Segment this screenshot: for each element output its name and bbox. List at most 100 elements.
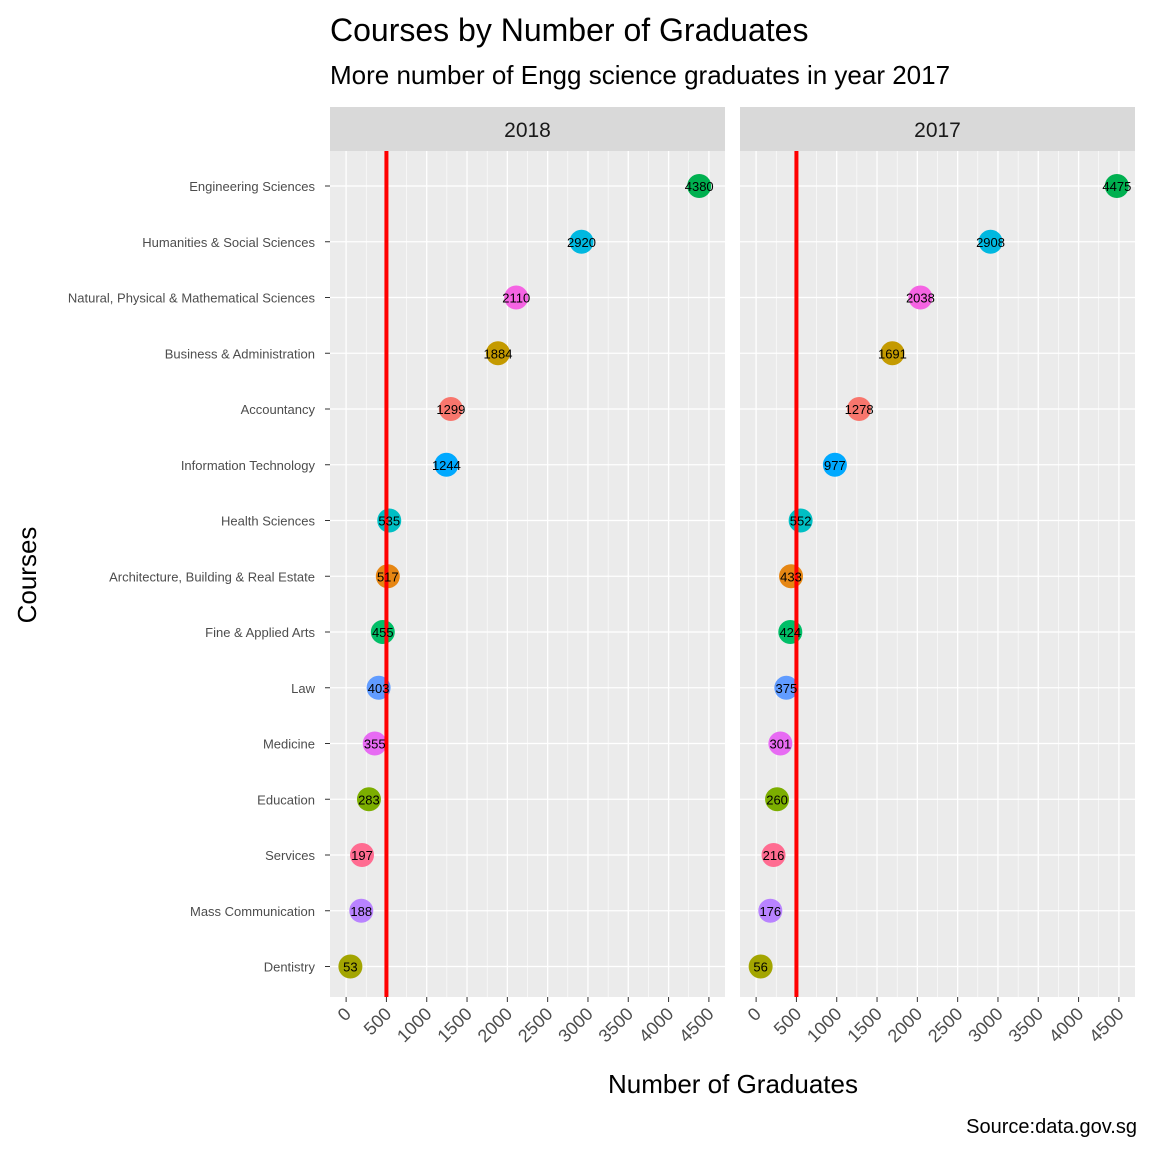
data-label: 260 <box>766 792 788 807</box>
facet-panels: 2018 4380 2920 2110 1884 1299 1244 535 517 455 403… <box>330 107 1135 997</box>
data-point <box>485 341 510 366</box>
data-point <box>504 285 529 310</box>
y-tick-label: Mass Communication <box>190 904 315 919</box>
data-label: 977 <box>824 458 846 473</box>
x-tick-label: 4500 <box>1085 1004 1127 1046</box>
y-axis-ticks: Engineering Sciences Humanities & Social … <box>68 179 330 975</box>
data-point <box>758 898 783 923</box>
data-point <box>765 787 790 812</box>
x-tick-label: 1000 <box>393 1004 435 1046</box>
data-label: 552 <box>790 514 812 529</box>
y-tick-label: Architecture, Building & Real Estate <box>109 569 315 584</box>
x-tick-label: 1500 <box>843 1004 885 1046</box>
data-point <box>908 285 933 310</box>
y-tick-label: Engineering Sciences <box>189 179 315 194</box>
data-point <box>761 843 786 867</box>
y-tick-label: Business & Administration <box>165 346 315 361</box>
data-point <box>338 954 363 979</box>
y-tick-label: Dentistry <box>264 960 316 975</box>
y-tick-label: Natural, Physical & Mathematical Science… <box>68 291 316 306</box>
chart-caption: Source:data.gov.sg <box>966 1116 1137 1138</box>
panel-2017: 2017 4475 2908 2038 1691 1278 977 552 433 424 375 3… <box>740 107 1135 997</box>
x-tick-label: 4500 <box>675 1004 717 1046</box>
chart-title: Courses by Number of Graduates <box>330 12 808 48</box>
data-label: 197 <box>351 848 373 863</box>
data-label: 2908 <box>976 235 1005 250</box>
data-label: 53 <box>343 960 357 975</box>
data-point <box>774 675 799 700</box>
data-label: 176 <box>759 904 781 919</box>
data-label: 517 <box>377 569 399 584</box>
data-label: 56 <box>753 960 767 975</box>
data-label: 1278 <box>845 402 874 417</box>
data-label: 2038 <box>906 291 935 306</box>
x-tick-label: 2500 <box>924 1004 966 1046</box>
data-point <box>687 174 712 198</box>
y-tick-label: Services <box>265 848 315 863</box>
x-tick-label: 0 <box>334 1004 355 1025</box>
data-point <box>768 731 793 756</box>
data-point <box>1104 174 1129 198</box>
data-point <box>370 620 395 644</box>
y-tick-label: Health Sciences <box>221 514 315 529</box>
data-label: 375 <box>776 681 798 696</box>
data-point <box>880 341 905 366</box>
data-point <box>350 843 375 867</box>
data-point <box>434 452 459 477</box>
data-label: 535 <box>378 514 400 529</box>
data-label: 355 <box>364 737 386 752</box>
data-point <box>847 397 872 421</box>
x-tick-label: 4000 <box>635 1004 677 1046</box>
y-tick-label: Accountancy <box>241 402 316 417</box>
data-label: 424 <box>779 625 801 640</box>
x-tick-label: 3000 <box>964 1004 1006 1046</box>
x-tick-label: 1500 <box>433 1004 475 1046</box>
data-label: 4380 <box>685 179 714 194</box>
panel-2018: 2018 4380 2920 2110 1884 1299 1244 535 517 455 403… <box>330 107 725 997</box>
x-tick-label: 3500 <box>1005 1004 1047 1046</box>
data-label: 1244 <box>432 458 461 473</box>
data-label: 455 <box>372 625 394 640</box>
x-tick-label: 2000 <box>474 1004 516 1046</box>
data-label: 216 <box>763 848 785 863</box>
data-label: 283 <box>358 792 380 807</box>
x-tick-label: 1000 <box>803 1004 845 1046</box>
facet-strip-label: 2017 <box>914 119 961 142</box>
facet-strip <box>330 107 725 151</box>
data-point <box>569 229 594 254</box>
x-tick-label: 3000 <box>554 1004 596 1046</box>
data-label: 4475 <box>1102 179 1131 194</box>
facet-strip <box>740 107 1135 151</box>
data-label: 403 <box>368 681 390 696</box>
data-point <box>362 731 387 756</box>
data-point <box>349 898 374 923</box>
chart-subtitle: More number of Engg science graduates in… <box>330 60 950 90</box>
data-point <box>377 508 402 533</box>
y-axis-title: Courses <box>12 527 42 624</box>
x-tick-label: 2500 <box>514 1004 556 1046</box>
y-tick-label: Humanities & Social Sciences <box>142 235 315 250</box>
data-point <box>748 954 773 979</box>
data-label: 188 <box>350 904 372 919</box>
data-label: 1299 <box>436 402 465 417</box>
y-tick-label: Law <box>291 681 315 696</box>
y-tick-label: Medicine <box>263 737 315 752</box>
data-label: 301 <box>770 737 792 752</box>
data-point <box>438 397 463 421</box>
data-point <box>822 452 847 477</box>
x-tick-label: 0 <box>744 1004 765 1025</box>
y-tick-label: Information Technology <box>181 458 316 473</box>
data-label: 433 <box>780 569 802 584</box>
data-label: 2920 <box>567 235 596 250</box>
data-label: 1884 <box>484 346 513 361</box>
x-tick-label: 4000 <box>1045 1004 1087 1046</box>
facet-strip-label: 2018 <box>504 119 551 142</box>
y-tick-label: Fine & Applied Arts <box>205 625 315 640</box>
x-tick-label: 500 <box>770 1004 805 1039</box>
data-label: 1691 <box>878 346 907 361</box>
data-label: 2110 <box>502 291 530 306</box>
y-tick-label: Education <box>257 792 315 807</box>
x-axis-title: Number of Graduates <box>608 1069 858 1099</box>
